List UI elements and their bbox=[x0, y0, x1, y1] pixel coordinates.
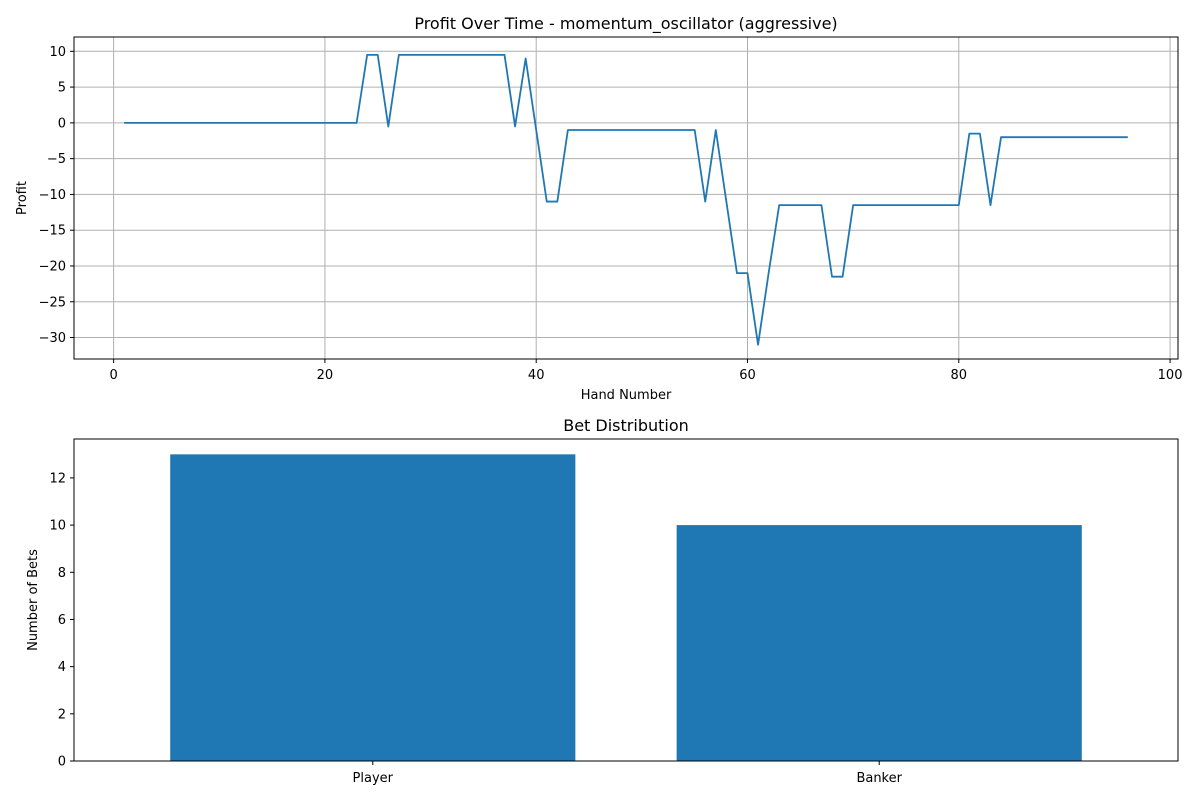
line-chart-x-label: Hand Number bbox=[581, 388, 672, 403]
y-tick-label: 0 bbox=[58, 755, 66, 770]
y-tick-label: 2 bbox=[58, 707, 66, 722]
y-tick-label: −15 bbox=[39, 224, 66, 239]
x-tick-label: Player bbox=[353, 771, 394, 786]
bar-chart-axes-frame bbox=[73, 438, 1179, 762]
y-tick-label: 10 bbox=[49, 519, 66, 534]
line-chart-x-ticks: 0 20 40 60 80 100 bbox=[109, 359, 1182, 383]
y-tick-label: −10 bbox=[39, 188, 66, 203]
y-tick-label: −20 bbox=[39, 259, 66, 274]
line-chart-y-label: Profit bbox=[15, 181, 30, 215]
x-tick-label: 20 bbox=[317, 368, 334, 383]
bar-banker bbox=[676, 525, 1082, 761]
profit-series-line bbox=[124, 53, 1128, 346]
x-tick-label: 40 bbox=[528, 368, 545, 383]
y-tick-label: 5 bbox=[58, 81, 66, 96]
bet-distribution-bar-chart: Bet Distribution Player Banker 024681012 … bbox=[26, 416, 1179, 786]
x-tick-label: 100 bbox=[1158, 368, 1183, 383]
y-tick-label: 10 bbox=[49, 45, 66, 60]
bar-chart-bars bbox=[170, 454, 1082, 761]
x-tick-label: Banker bbox=[856, 771, 902, 786]
y-tick-label: −30 bbox=[39, 331, 66, 346]
y-tick-label: 4 bbox=[58, 660, 66, 675]
line-chart-grid bbox=[74, 37, 1178, 359]
x-tick-label: 80 bbox=[951, 368, 968, 383]
y-tick-label: −5 bbox=[47, 152, 66, 167]
y-tick-label: 6 bbox=[58, 613, 66, 628]
bar-chart-x-ticks: Player Banker bbox=[353, 761, 903, 786]
bar-chart-title: Bet Distribution bbox=[563, 416, 689, 435]
x-tick-label: 60 bbox=[739, 368, 756, 383]
bar-chart-y-ticks: 0 2 4 6 8 10 12 bbox=[49, 471, 74, 770]
line-chart-title: Profit Over Time - momentum_oscillator (… bbox=[414, 14, 837, 34]
y-tick-label: −25 bbox=[39, 295, 66, 310]
line-chart-axes-frame bbox=[73, 36, 1179, 360]
line-chart-y-ticks: 10 5 0 −5 −10 −15 −20 −25 −30 bbox=[39, 45, 74, 346]
x-tick-label: 0 bbox=[109, 368, 117, 383]
bar-player bbox=[170, 454, 576, 761]
profit-line-chart: Profit Over Time - momentum_oscillator (… bbox=[15, 14, 1182, 403]
y-tick-label: 8 bbox=[58, 566, 66, 581]
y-tick-label: 0 bbox=[58, 116, 66, 131]
bar-chart-y-label: Number of Bets bbox=[26, 549, 41, 651]
y-tick-label: 12 bbox=[49, 471, 66, 486]
